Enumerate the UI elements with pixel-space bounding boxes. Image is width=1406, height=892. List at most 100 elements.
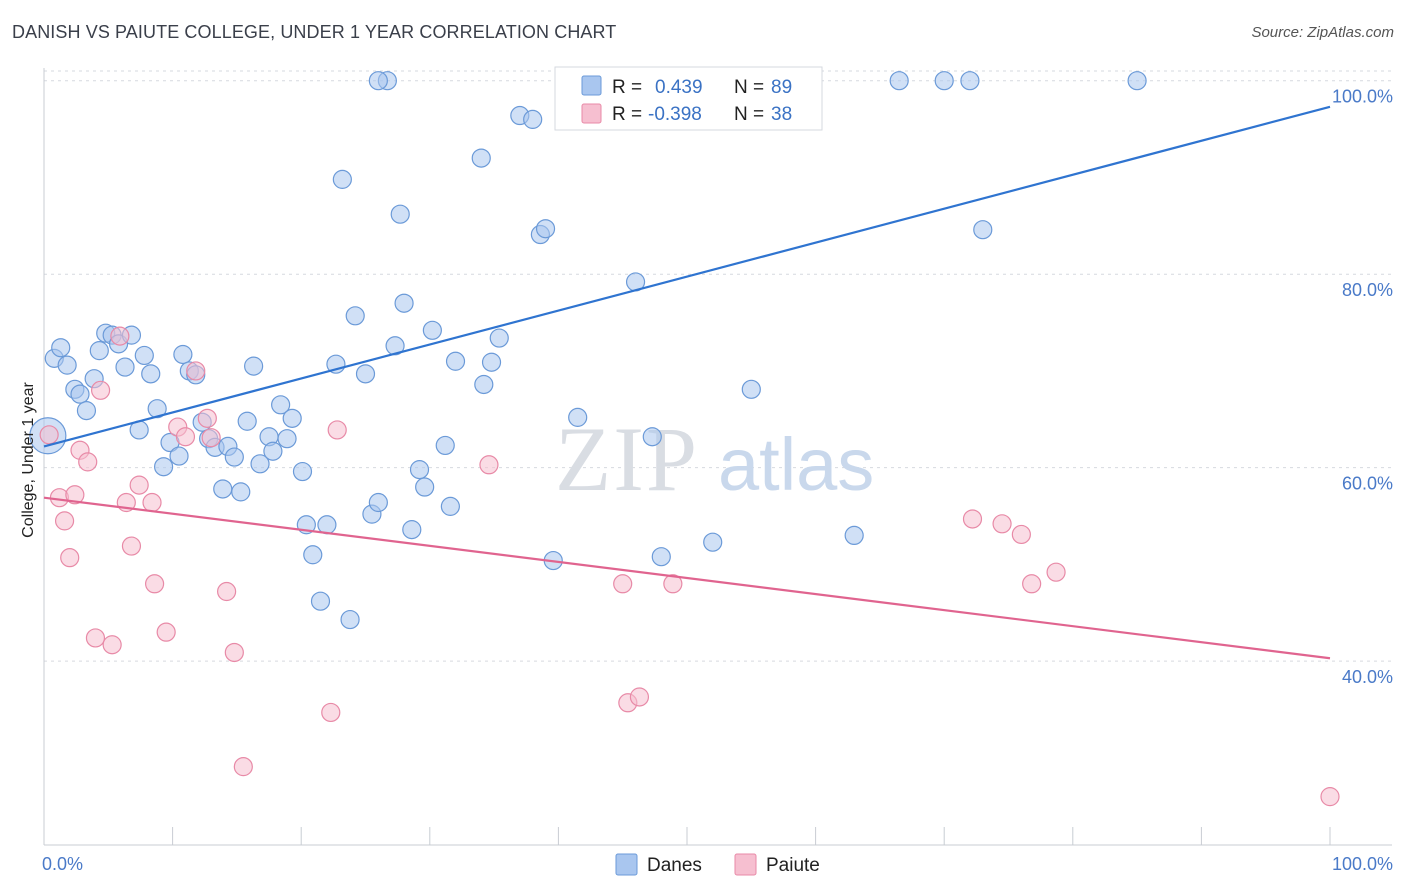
danes-r-label: R = [612, 77, 642, 98]
danes-point-18 [153, 457, 174, 477]
danes-legend-label: Danes [647, 855, 702, 876]
danes-point-15 [134, 345, 154, 366]
paiute-point-32 [962, 509, 983, 529]
danes-point-46 [340, 609, 360, 630]
danes-point-5 [70, 384, 90, 404]
x-tick-label-1: 100.0% [1332, 854, 1393, 874]
danes-point-55 [402, 520, 422, 540]
danes-point-35 [263, 441, 283, 461]
paiute-point-0 [39, 425, 59, 445]
danes-point-39 [292, 461, 313, 482]
danes-point-30 [231, 482, 251, 502]
y-tick-label-3: 100.0% [1332, 87, 1393, 107]
paiute-point-35 [1022, 574, 1042, 594]
paiute-point-15 [144, 574, 165, 594]
danes-point-54 [394, 293, 414, 313]
paiute-point-6 [78, 452, 98, 472]
paiute-r-value: -0.398 [648, 104, 702, 125]
correlation-legend: R = 0.439 N = 89 R = -0.398 N = 38 [554, 66, 823, 131]
danes-point-21 [173, 344, 193, 365]
danes-point-57 [415, 477, 435, 497]
paiute-point-26 [327, 420, 347, 440]
danes-point-48 [355, 364, 376, 384]
danes-n-value: 89 [771, 77, 792, 98]
paiute-point-31 [663, 574, 683, 594]
danes-point-65 [489, 328, 509, 348]
paiute-point-18 [175, 427, 196, 447]
danes-point-45 [332, 169, 352, 189]
paiute-point-21 [201, 428, 221, 448]
danes-point-12 [115, 357, 135, 377]
paiute-point-37 [1320, 787, 1340, 807]
danes-point-29 [224, 447, 244, 467]
danes-point-6 [76, 401, 97, 421]
danes-point-60 [440, 496, 460, 516]
paiute-point-4 [65, 485, 85, 505]
paiute-point-19 [186, 361, 206, 381]
danes-point-16 [141, 364, 161, 384]
paiute-point-34 [1011, 524, 1031, 545]
danes-point-82 [889, 71, 909, 91]
paiute-point-12 [121, 536, 142, 556]
danes-point-69 [535, 219, 556, 239]
paiute-point-24 [233, 757, 253, 777]
danes-r-value: 0.439 [655, 77, 703, 98]
y-tick-labels: 40.0% 60.0% 80.0% 100.0% [1332, 87, 1393, 687]
y-tick-label-1: 60.0% [1342, 474, 1393, 494]
paiute-point-25 [321, 702, 341, 723]
danes-point-33 [250, 454, 270, 474]
paiute-point-7 [85, 628, 106, 648]
paiute-r-label: R = [612, 104, 642, 125]
paiute-point-36 [1046, 562, 1066, 582]
danes-point-27 [213, 479, 233, 499]
danes-point-62 [471, 148, 491, 168]
paiute-bottom-swatch [734, 853, 757, 876]
paiute-point-16 [156, 622, 176, 642]
paiute-point-28 [613, 574, 633, 594]
x-tick-labels: 0.0% 100.0% [42, 854, 1393, 874]
danes-point-43 [317, 515, 337, 535]
paiute-legend-swatch [581, 103, 602, 124]
danes-point-61 [445, 351, 466, 371]
danes-point-81 [844, 525, 864, 546]
paiute-point-22 [217, 581, 237, 602]
danes-point-58 [422, 320, 442, 340]
danes-n-label: N = [734, 77, 764, 98]
paiute-point-9 [102, 635, 122, 655]
danes-point-8 [89, 341, 109, 361]
danes-point-41 [303, 545, 323, 565]
y-tick-label-2: 80.0% [1342, 280, 1393, 300]
paiute-point-10 [110, 326, 130, 346]
paiute-point-20 [197, 408, 217, 428]
danes-point-83 [934, 71, 954, 91]
danes-point-84 [960, 71, 980, 91]
danes-point-47 [345, 306, 365, 326]
paiute-point-27 [479, 455, 499, 475]
y-axis-label: College, Under 1 year [20, 382, 37, 538]
danes-point-85 [973, 220, 993, 240]
danes-legend-swatch [581, 75, 602, 96]
danes-point-53 [390, 204, 410, 224]
danes-point-50 [368, 492, 388, 513]
danes-point-76 [651, 547, 671, 567]
trend-lines [43, 105, 1331, 660]
danes-points [29, 71, 1147, 630]
paiute-point-13 [129, 475, 149, 495]
y-tick-label-0: 40.0% [1342, 667, 1393, 687]
paiute-point-33 [992, 514, 1012, 534]
danes-point-67 [523, 109, 543, 129]
danes-point-77 [703, 532, 723, 552]
paiute-points [39, 326, 1340, 807]
danes-point-64 [481, 352, 502, 372]
danes-point-36 [271, 395, 291, 415]
danes-point-32 [244, 356, 264, 376]
paiute-point-8 [90, 380, 111, 400]
danes-point-63 [474, 374, 494, 395]
danes-point-59 [435, 435, 455, 456]
paiute-trend-line [43, 496, 1331, 660]
source-note: Source: ZipAtlas.com [1251, 24, 1394, 41]
chart-title: DANISH VS PAIUTE COLLEGE, UNDER 1 YEAR C… [12, 22, 617, 42]
danes-point-79 [741, 379, 761, 399]
danes-point-86 [1127, 71, 1147, 91]
danes-point-20 [169, 446, 189, 466]
